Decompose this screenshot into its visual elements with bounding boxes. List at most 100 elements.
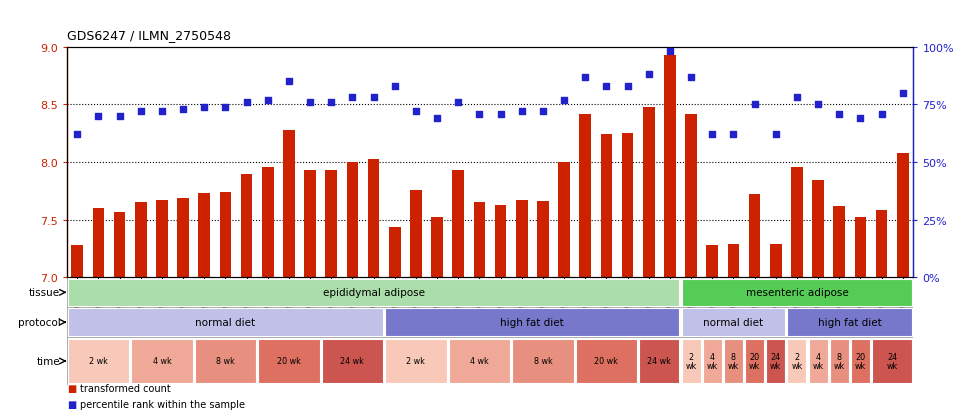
Bar	[727, 244, 739, 278]
Point	[239, 100, 255, 106]
Point	[789, 95, 805, 102]
Text: mesenteric adipose: mesenteric adipose	[746, 287, 849, 298]
Bar	[241, 174, 253, 278]
Text: time: time	[36, 356, 61, 366]
Text: 4
wk: 4 wk	[812, 352, 824, 370]
Bar	[643, 107, 655, 278]
Bar	[262, 167, 273, 278]
Bar	[72, 245, 83, 278]
Text: 20 wk: 20 wk	[595, 356, 618, 366]
FancyBboxPatch shape	[872, 339, 912, 383]
FancyBboxPatch shape	[385, 339, 447, 383]
Bar	[177, 198, 189, 278]
Text: normal diet: normal diet	[704, 318, 763, 328]
Bar	[453, 171, 465, 278]
Point	[853, 116, 868, 122]
Text: 2
wk: 2 wk	[685, 352, 697, 370]
Bar	[621, 134, 633, 278]
Bar	[347, 163, 359, 278]
Point	[281, 79, 297, 85]
Point	[196, 104, 212, 111]
Bar	[156, 201, 168, 278]
FancyBboxPatch shape	[513, 339, 573, 383]
Bar	[770, 244, 782, 278]
Point	[133, 109, 149, 115]
FancyBboxPatch shape	[787, 339, 807, 383]
Point	[874, 111, 890, 118]
Point	[810, 102, 826, 108]
Point	[70, 132, 85, 138]
Text: 2 wk: 2 wk	[89, 356, 108, 366]
Point	[112, 113, 127, 120]
Bar	[791, 167, 803, 278]
Text: 2
wk: 2 wk	[791, 352, 803, 370]
FancyBboxPatch shape	[575, 339, 637, 383]
Text: 8
wk: 8 wk	[834, 352, 845, 370]
Text: 24 wk: 24 wk	[340, 356, 365, 366]
Text: 4 wk: 4 wk	[153, 356, 172, 366]
FancyBboxPatch shape	[724, 339, 743, 383]
Point	[641, 72, 657, 78]
Bar	[304, 171, 316, 278]
FancyBboxPatch shape	[639, 339, 679, 383]
FancyBboxPatch shape	[68, 339, 129, 383]
Point	[218, 104, 233, 111]
Bar	[473, 203, 485, 278]
FancyBboxPatch shape	[321, 339, 383, 383]
Point	[619, 83, 635, 90]
Text: 8 wk: 8 wk	[216, 356, 235, 366]
Point	[323, 100, 339, 106]
Text: 24
wk: 24 wk	[770, 352, 781, 370]
Text: high fat diet: high fat diet	[501, 318, 564, 328]
Bar	[559, 163, 570, 278]
FancyBboxPatch shape	[745, 339, 764, 383]
FancyBboxPatch shape	[681, 339, 701, 383]
Bar	[220, 192, 231, 278]
FancyBboxPatch shape	[449, 339, 511, 383]
Point	[154, 109, 170, 115]
Point	[768, 132, 784, 138]
Bar	[876, 211, 888, 278]
Text: ■: ■	[67, 399, 75, 409]
Point	[683, 74, 699, 81]
Point	[831, 111, 847, 118]
Text: ■: ■	[67, 383, 75, 393]
Point	[577, 74, 593, 81]
Bar	[515, 201, 527, 278]
FancyBboxPatch shape	[68, 279, 679, 306]
Bar	[579, 114, 591, 278]
Point	[535, 109, 551, 115]
FancyBboxPatch shape	[830, 339, 849, 383]
Text: 20
wk: 20 wk	[749, 352, 760, 370]
Point	[514, 109, 529, 115]
Point	[705, 132, 720, 138]
FancyBboxPatch shape	[258, 339, 319, 383]
Bar	[749, 195, 760, 278]
FancyBboxPatch shape	[766, 339, 785, 383]
Bar	[685, 114, 697, 278]
Point	[408, 109, 423, 115]
FancyBboxPatch shape	[385, 309, 679, 336]
Point	[366, 95, 381, 102]
FancyBboxPatch shape	[787, 309, 912, 336]
FancyBboxPatch shape	[703, 339, 722, 383]
Bar	[92, 209, 104, 278]
Text: 20
wk: 20 wk	[855, 352, 866, 370]
Text: transformed count: transformed count	[80, 383, 172, 393]
Bar	[601, 135, 612, 278]
FancyBboxPatch shape	[68, 309, 383, 336]
Point	[471, 111, 487, 118]
Point	[747, 102, 762, 108]
FancyBboxPatch shape	[195, 339, 256, 383]
Point	[175, 107, 191, 113]
FancyBboxPatch shape	[681, 309, 785, 336]
Point	[451, 100, 466, 106]
Text: 8 wk: 8 wk	[533, 356, 553, 366]
Point	[387, 83, 403, 90]
Bar	[283, 131, 295, 278]
Text: high fat diet: high fat diet	[818, 318, 882, 328]
Point	[302, 100, 318, 106]
Bar	[410, 190, 421, 278]
Point	[90, 113, 106, 120]
Text: 2 wk: 2 wk	[407, 356, 425, 366]
